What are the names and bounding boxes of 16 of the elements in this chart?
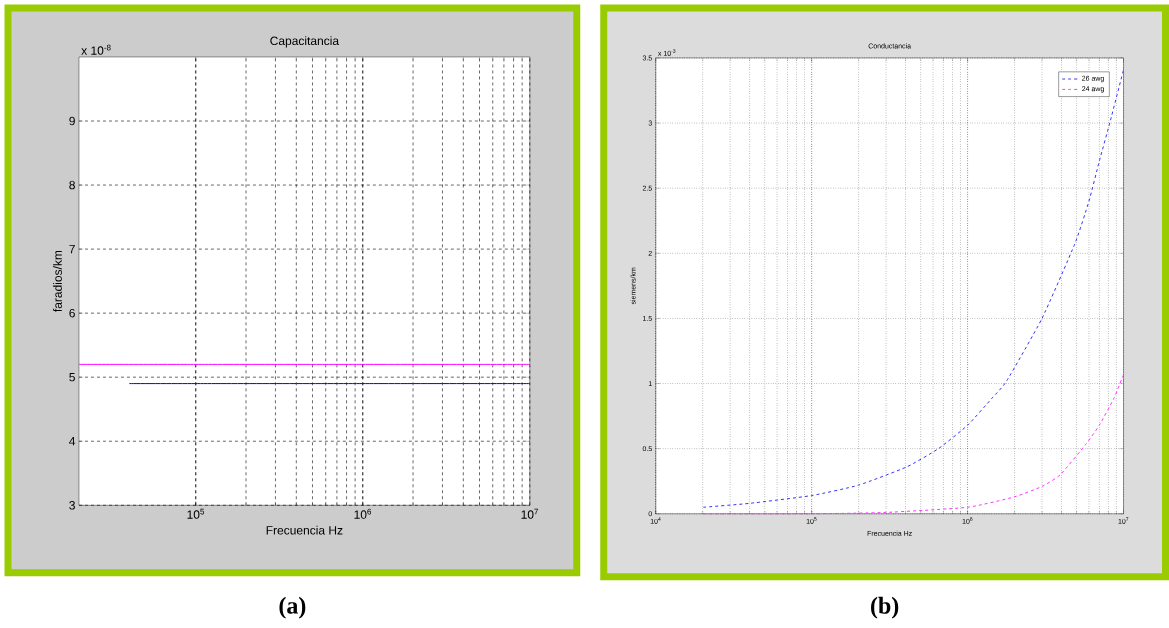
chart-title: Capacitancia <box>270 36 340 48</box>
y-tick-label: 5 <box>69 373 75 382</box>
y-tick-label: 8 <box>69 180 75 190</box>
x-tick-label: 10$^{5}$ <box>187 508 205 519</box>
y-tick-label: 6 <box>69 309 75 318</box>
y-tick-label: 4 <box>69 437 76 446</box>
text: x 10$^{-8}$ <box>81 44 111 55</box>
text: (a) <box>279 596 306 619</box>
x-tick-label: 10$^{7}$ <box>521 508 539 519</box>
y-tick-label: 7 <box>69 245 75 254</box>
y-tick-label: 9 <box>69 116 75 126</box>
y-axis-title: faradios/km <box>53 251 62 313</box>
text: (b) <box>871 596 899 619</box>
y-tick-label: 3 <box>69 501 75 510</box>
x-axis-title: Frecuencia Hz <box>266 525 343 535</box>
x-tick-label: 10$^{6}$ <box>354 508 372 519</box>
